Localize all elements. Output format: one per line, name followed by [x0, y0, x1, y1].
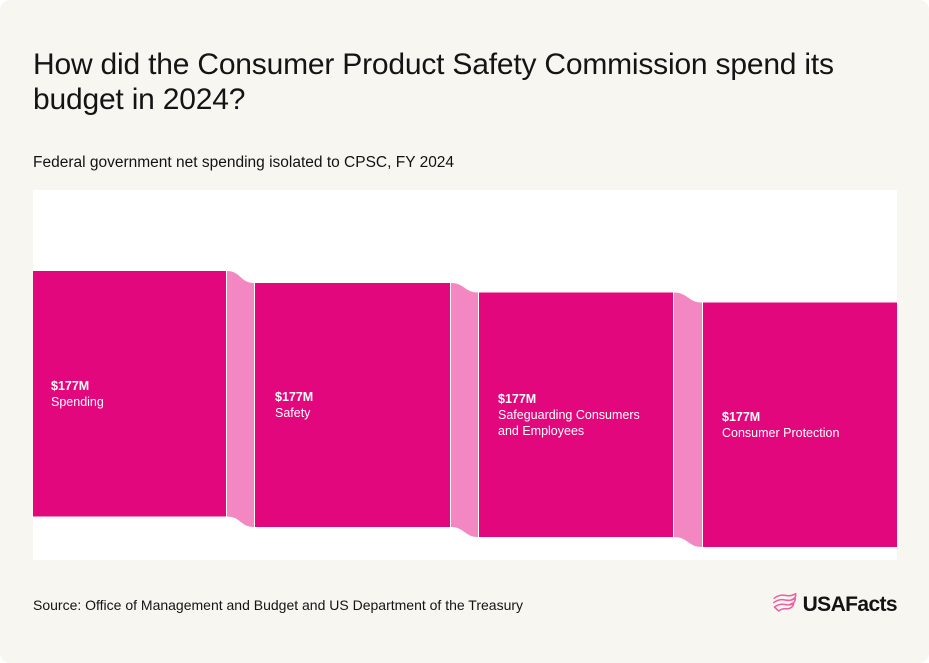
sankey-link-spending-safety: [227, 271, 254, 527]
node-value: $177M: [51, 379, 90, 393]
sankey-link-safeguarding-consumer-protection: [674, 292, 702, 547]
sankey-link-safety-safeguarding: [451, 283, 478, 537]
node-name: Spending: [51, 395, 104, 409]
node-label-spending: $177M Spending: [51, 378, 104, 410]
source-note: Source: Office of Management and Budget …: [33, 597, 524, 613]
sankey-node-spending[interactable]: [33, 271, 226, 517]
sankey-node-consumer-protection[interactable]: [703, 302, 897, 548]
sankey-svg: [33, 271, 897, 548]
usafacts-icon: [772, 590, 798, 619]
sankey-node-safeguarding[interactable]: [479, 292, 673, 538]
node-value: $177M: [498, 392, 537, 406]
node-label-consumer-protection: $177M Consumer Protection: [722, 409, 839, 441]
sankey-node-safety[interactable]: [255, 283, 450, 527]
node-name: Safety: [275, 406, 311, 420]
node-name: Safeguarding Consumers and Employees: [498, 408, 640, 438]
usafacts-logo: USAFacts: [772, 590, 898, 619]
usafacts-wordmark: USAFacts: [802, 592, 898, 616]
node-name: Consumer Protection: [722, 426, 840, 440]
node-label-safety: $177M Safety: [275, 389, 313, 421]
chart-subtitle: Federal government net spending isolated…: [33, 154, 455, 171]
sankey-chart: $177M Spending $177M Safety $177M Safegu…: [33, 190, 897, 560]
node-value: $177M: [275, 390, 314, 404]
node-value: $177M: [722, 410, 761, 424]
node-label-safeguarding: $177M Safeguarding Consumers and Employe…: [498, 391, 662, 439]
page-title: How did the Consumer Product Safety Comm…: [33, 48, 834, 116]
